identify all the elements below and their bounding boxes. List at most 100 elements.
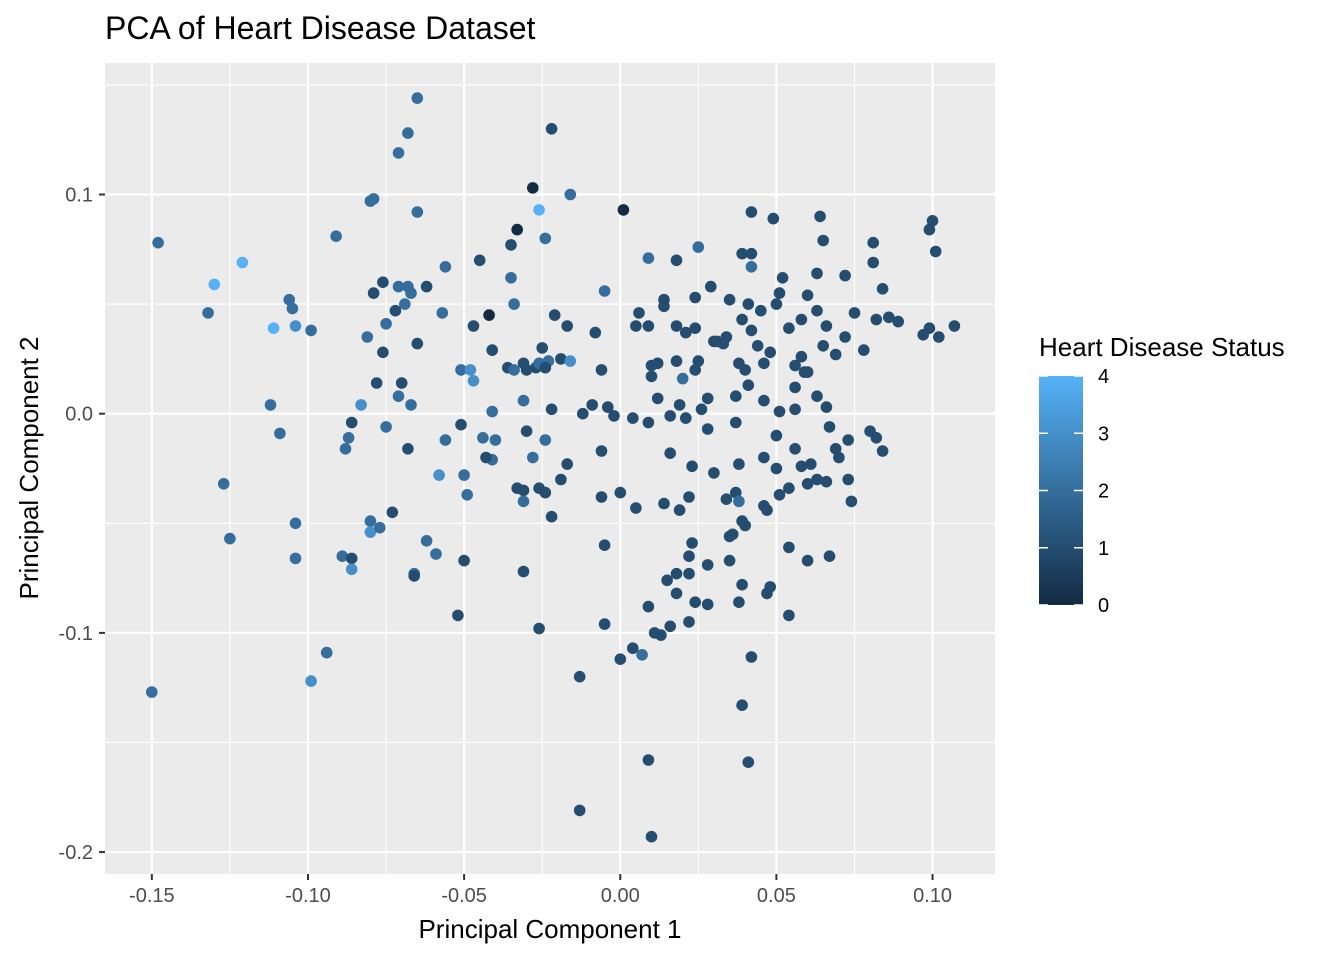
data-point <box>783 541 795 554</box>
data-point <box>845 495 858 508</box>
data-point <box>477 432 489 444</box>
data-point <box>336 550 349 562</box>
data-point <box>770 429 783 442</box>
data-point <box>458 469 470 481</box>
data-point <box>545 510 558 523</box>
x-tick-label: -0.15 <box>129 885 175 907</box>
data-point <box>720 493 733 506</box>
data-point <box>595 491 608 503</box>
data-point <box>736 578 748 591</box>
data-point <box>770 462 783 475</box>
data-point <box>377 346 389 359</box>
data-point <box>645 830 658 843</box>
data-point <box>686 460 698 473</box>
data-point <box>642 600 655 613</box>
data-point <box>473 254 486 267</box>
data-point <box>801 289 814 302</box>
data-point <box>923 223 936 236</box>
data-point <box>395 377 408 389</box>
data-point <box>823 421 836 433</box>
data-point <box>480 451 492 464</box>
data-point <box>614 653 627 665</box>
data-point <box>870 313 883 326</box>
data-point <box>389 304 402 317</box>
data-point <box>330 230 342 242</box>
data-point <box>392 147 405 159</box>
data-point <box>645 370 658 383</box>
data-point <box>217 478 230 490</box>
data-point <box>751 340 764 352</box>
data-point <box>789 381 801 394</box>
legend-tick-label: 4 <box>1098 366 1109 388</box>
legend-tick-label: 3 <box>1098 423 1109 445</box>
data-point <box>829 443 842 455</box>
data-point <box>364 195 377 207</box>
data-point <box>602 401 614 413</box>
data-point <box>783 609 795 622</box>
data-point <box>630 320 642 332</box>
data-point <box>739 519 751 532</box>
legend-title: Heart Disease Status <box>1039 332 1285 362</box>
data-point <box>633 307 645 319</box>
data-point <box>305 324 317 337</box>
data-point <box>386 506 399 519</box>
data-point <box>411 337 424 350</box>
data-point <box>286 302 299 315</box>
data-point <box>342 432 355 444</box>
data-point <box>680 326 692 339</box>
data-point <box>642 252 655 264</box>
data-point <box>795 460 808 473</box>
data-point <box>758 451 770 464</box>
data-point <box>411 92 424 104</box>
data-point <box>733 458 745 470</box>
data-point <box>642 320 655 332</box>
data-point <box>717 337 730 350</box>
data-point <box>795 350 808 363</box>
data-point <box>820 320 833 332</box>
data-point <box>533 622 545 635</box>
data-point <box>586 399 598 411</box>
data-point <box>670 254 683 267</box>
data-point <box>408 570 421 582</box>
data-point <box>776 272 789 284</box>
legend-tick-label: 0 <box>1098 595 1109 617</box>
data-point <box>683 491 695 503</box>
data-point <box>742 756 755 768</box>
data-point <box>742 379 755 392</box>
x-tick-label: -0.05 <box>441 885 487 907</box>
data-point <box>883 311 895 324</box>
chart-title: PCA of Heart Disease Dataset <box>105 10 536 46</box>
data-point <box>658 497 670 510</box>
data-point <box>436 307 449 319</box>
data-point <box>745 247 758 260</box>
data-point <box>289 320 302 332</box>
data-point <box>627 642 639 654</box>
data-point <box>730 486 742 499</box>
data-point <box>773 287 786 299</box>
data-point <box>755 304 767 317</box>
data-point <box>455 364 467 376</box>
data-point <box>783 322 795 335</box>
data-point <box>555 473 567 486</box>
data-point <box>805 458 817 470</box>
data-point <box>708 335 720 348</box>
data-point <box>236 256 249 269</box>
data-point <box>789 403 801 416</box>
data-point <box>664 410 676 422</box>
data-point <box>595 445 608 457</box>
data-point <box>345 552 358 565</box>
data-point <box>929 245 942 258</box>
data-point <box>701 423 714 435</box>
plot-panel <box>105 63 995 874</box>
data-point <box>505 272 517 284</box>
data-point <box>680 412 692 424</box>
data-point <box>536 342 548 354</box>
data-point <box>692 241 705 253</box>
data-point <box>430 548 442 560</box>
data-point <box>736 313 748 326</box>
data-point <box>355 399 367 411</box>
data-point <box>548 309 561 321</box>
data-point <box>367 287 380 299</box>
data-points <box>146 92 961 843</box>
